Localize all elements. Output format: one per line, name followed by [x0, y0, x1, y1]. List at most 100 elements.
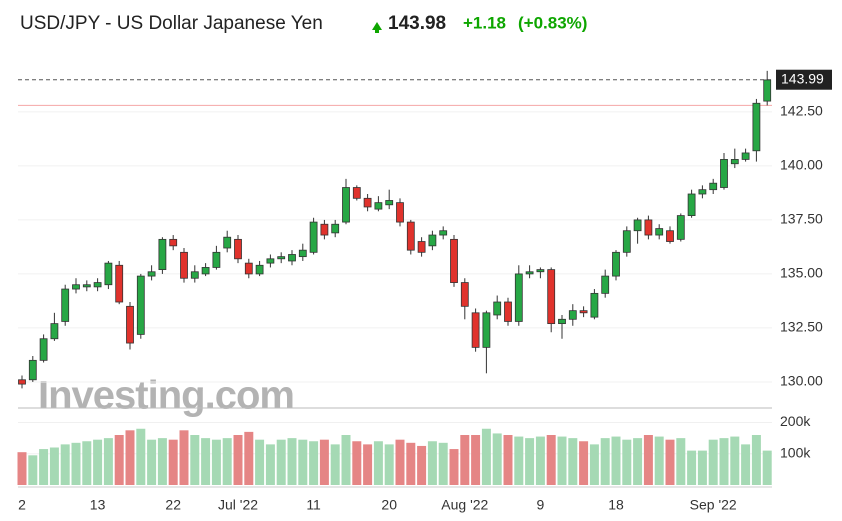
volume-bar: [244, 431, 254, 485]
volume-bar: [525, 438, 535, 485]
volume-bar: [708, 439, 718, 485]
volume-bar: [17, 452, 27, 485]
candle-body: [622, 230, 631, 253]
volume-bar: [255, 439, 265, 485]
volume-bar: [60, 444, 70, 485]
volume-bar: [741, 444, 751, 485]
candle-body: [288, 254, 296, 262]
volume-bar: [481, 428, 491, 485]
candle-body: [28, 359, 37, 381]
change-pct: (+0.83%): [518, 13, 587, 32]
y-tick-label: 135.00: [780, 265, 823, 281]
volume-bar: [222, 438, 232, 485]
candle-body: [126, 305, 134, 344]
candle-body: [255, 264, 264, 275]
volume-tick-label: 100k: [780, 444, 811, 460]
candle-body: [655, 228, 664, 236]
candle-body: [190, 271, 199, 279]
candle-body: [741, 152, 750, 160]
watermark: Investing.com: [38, 374, 294, 418]
candle-body: [104, 262, 113, 286]
x-tick-label: Aug '22: [441, 497, 488, 513]
volume-bar: [460, 435, 470, 485]
x-tick-label: 9: [537, 497, 545, 513]
candle-body: [61, 288, 70, 322]
candle-body: [115, 264, 124, 303]
candle-body: [763, 79, 772, 102]
volume-bar: [201, 438, 211, 485]
candle-body: [331, 223, 340, 234]
candle-body: [471, 312, 480, 348]
candle-body: [147, 271, 156, 277]
candle-body: [439, 230, 448, 236]
x-tick-label: 18: [608, 497, 624, 513]
volume-tick-label: 200k: [780, 413, 811, 429]
y-tick-label: 137.50: [780, 211, 823, 227]
volume-bar: [147, 439, 157, 485]
volume-bar: [309, 441, 319, 485]
volume-bar: [535, 436, 545, 485]
candle-body: [633, 219, 642, 232]
y-tick-label: 130.00: [780, 373, 823, 389]
volume-bar: [319, 439, 329, 485]
volume-bar: [125, 430, 135, 485]
volume-bar: [276, 439, 286, 485]
volume-bar: [568, 438, 578, 485]
candle-body: [547, 269, 556, 325]
candle-body: [309, 221, 318, 253]
candle-body: [180, 251, 188, 279]
volume-bar: [471, 435, 481, 485]
price: 143.98: [388, 13, 446, 34]
candle-body: [504, 301, 512, 322]
x-tick-label: 22: [165, 497, 181, 513]
volume-bar: [49, 447, 59, 485]
candle-body: [698, 189, 707, 195]
candle-body: [201, 267, 210, 275]
candle-body: [590, 292, 599, 318]
volume-bar: [492, 433, 502, 485]
candle-body: [234, 238, 242, 260]
candle-body: [428, 234, 437, 247]
y-tick-label: 132.50: [780, 319, 823, 335]
candle-body: [450, 238, 458, 283]
volume-bar: [93, 439, 103, 485]
candle-body: [352, 187, 361, 199]
x-tick-label: 2: [18, 497, 26, 513]
volume-bar: [157, 438, 167, 485]
candle-body: [169, 238, 178, 247]
candle-body: [396, 202, 404, 223]
volume-bar: [406, 442, 416, 485]
candle-body: [720, 159, 728, 188]
volume-bar: [211, 439, 221, 485]
volume-bar: [136, 428, 146, 485]
volume-bar: [287, 438, 297, 485]
candle-body: [460, 282, 469, 307]
volume-bar: [179, 430, 189, 485]
change: +1.18: [463, 13, 506, 32]
volume-bar: [298, 439, 308, 485]
candle-body: [666, 230, 674, 242]
volume-bar: [352, 441, 362, 485]
volume-bar: [373, 441, 383, 485]
volume-bar: [751, 435, 761, 485]
candle-body: [687, 193, 696, 216]
volume-bar: [190, 435, 200, 485]
candle-body: [244, 262, 253, 275]
candle-body: [417, 241, 426, 253]
volume-bar: [643, 435, 653, 485]
candle-body: [558, 318, 566, 325]
volume-bar: [654, 436, 664, 485]
volume-bar: [449, 449, 459, 485]
candle-body: [320, 223, 329, 236]
candle-body: [568, 310, 577, 320]
candle-body: [212, 251, 221, 268]
volume-bar: [676, 438, 686, 485]
volume-bar: [330, 444, 340, 485]
candle-body: [730, 159, 739, 165]
x-tick-label: 11: [306, 497, 321, 513]
volume-bar: [579, 441, 589, 485]
candle-body: [266, 258, 275, 264]
candle-body: [525, 271, 534, 275]
candle-body: [363, 197, 372, 208]
candle-body: [82, 284, 91, 288]
